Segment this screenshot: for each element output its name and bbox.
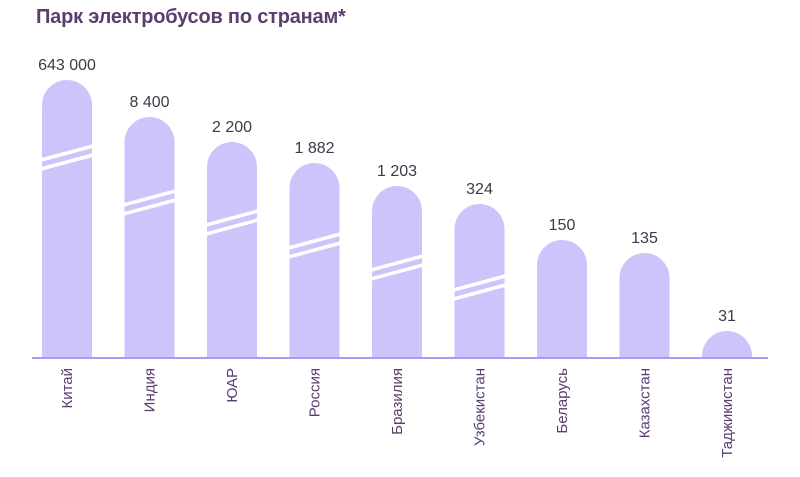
category-label: Казахстан <box>637 368 654 438</box>
break-mark <box>205 218 259 236</box>
break-mark <box>370 263 424 281</box>
break-mark <box>40 144 94 162</box>
bar <box>207 142 257 358</box>
value-label: 150 <box>549 217 576 234</box>
bar-group-4: 1 203 Бразилия <box>370 163 424 435</box>
bar-group-6: 150 Беларусь <box>537 217 587 434</box>
break-mark <box>205 209 259 227</box>
bar <box>619 253 670 358</box>
value-label: 135 <box>631 230 658 247</box>
bar-group-3: 1 882 Россия <box>288 140 341 417</box>
bar <box>537 240 587 358</box>
break-mark <box>123 198 176 216</box>
value-label: 324 <box>466 181 493 198</box>
bar-group-0: 643 000 Китай <box>38 57 96 409</box>
bar-group-5: 324 Узбекистан <box>453 181 506 446</box>
break-mark <box>453 283 506 301</box>
break-mark <box>453 274 506 292</box>
break-mark <box>288 232 341 250</box>
category-label: Китай <box>59 368 76 409</box>
category-label: Узбекистан <box>472 368 489 446</box>
category-label: Индия <box>142 368 159 412</box>
value-label: 2 200 <box>212 119 252 136</box>
bar <box>454 204 505 358</box>
bar <box>42 80 92 358</box>
bar <box>289 163 340 358</box>
category-label: Россия <box>307 368 324 417</box>
bar-group-8: 31 Таджикистан <box>702 308 752 458</box>
bar <box>124 116 175 358</box>
value-label: 31 <box>718 308 736 325</box>
bar-group-1: 8 400 Индия <box>123 94 176 412</box>
break-mark <box>123 189 176 207</box>
category-label: Таджикистан <box>719 368 736 458</box>
value-label: 643 000 <box>38 57 96 74</box>
bar-group-2: 2 200 ЮАР <box>205 119 259 403</box>
chart-title: Парк электробусов по странам* <box>36 6 346 28</box>
bar <box>702 331 752 358</box>
break-mark <box>288 241 341 259</box>
category-label: Беларусь <box>554 368 571 434</box>
break-mark <box>40 153 94 171</box>
break-mark <box>370 254 424 272</box>
value-label: 8 400 <box>129 94 169 111</box>
category-label: ЮАР <box>224 368 241 403</box>
category-label: Бразилия <box>389 368 406 435</box>
value-label: 1 203 <box>377 163 417 180</box>
value-label: 1 882 <box>294 140 334 157</box>
bar-group-7: 135 Казахстан <box>619 230 670 438</box>
